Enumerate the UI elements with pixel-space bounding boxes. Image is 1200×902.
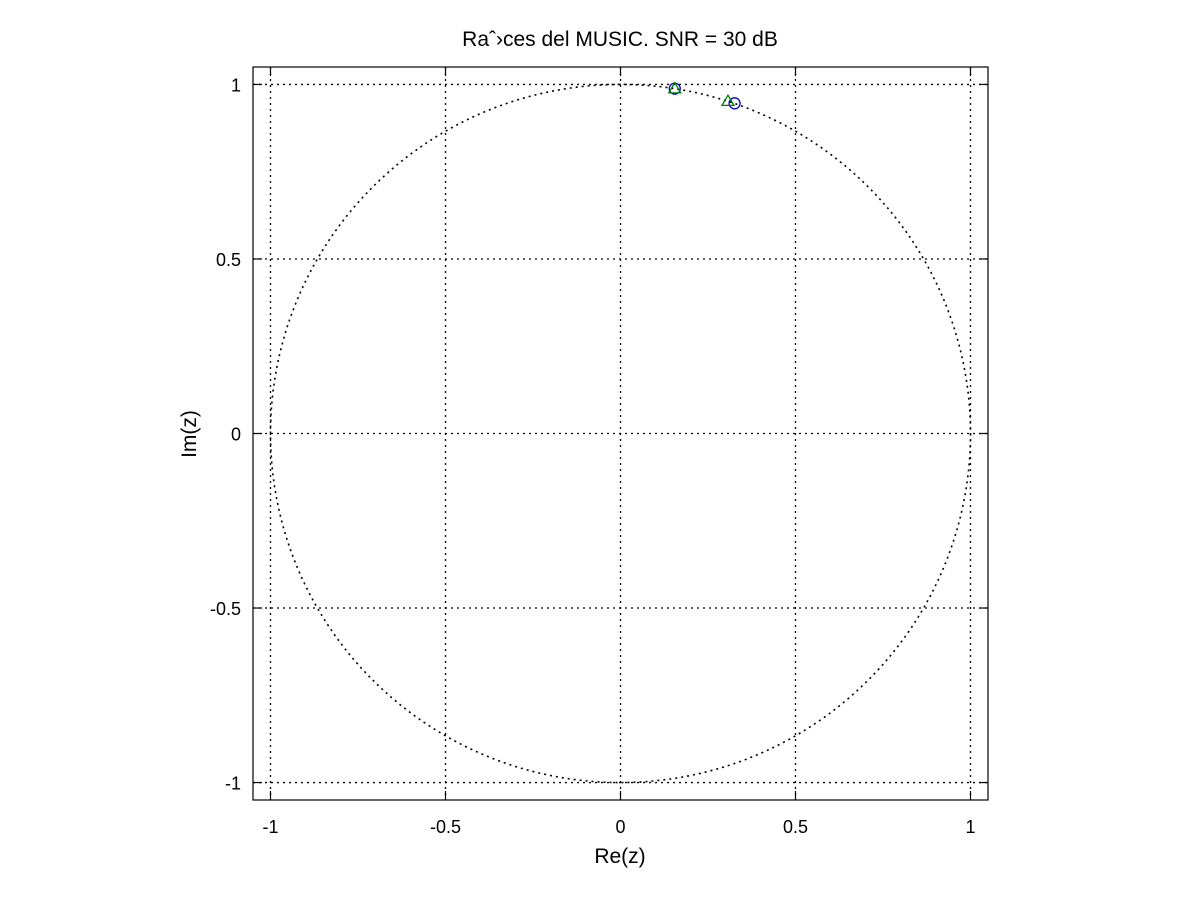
y-tick-label: -0.5 [210,599,241,619]
chart-title: Raˆ›ces del MUSIC. SNR = 30 dB [462,28,778,51]
unit-circle [269,83,972,784]
triangle-marker [667,81,682,94]
y-tick-labels: -1 -0.5 0 0.5 1 [210,75,241,793]
x-tick-label: -0.5 [430,817,461,837]
unit-circle-layer [269,83,972,784]
y-tick-label: -1 [225,774,241,794]
y-tick-label: 1 [231,75,241,95]
axis-ticks [253,67,988,800]
x-axis-label: Re(z) [594,845,645,868]
data-markers [667,81,741,110]
y-axis-label: Im(z) [178,410,201,458]
x-tick-label: 0 [615,817,625,837]
y-tick-label: 0 [231,425,241,445]
y-tick-label: 0.5 [216,250,241,270]
x-tick-label: 1 [965,817,975,837]
circle-marker [728,97,741,110]
x-tick-label: 0.5 [783,817,808,837]
triangle-marker [720,93,736,107]
x-tick-labels: -1 -0.5 0 0.5 1 [262,817,975,837]
x-tick-label: -1 [262,817,278,837]
